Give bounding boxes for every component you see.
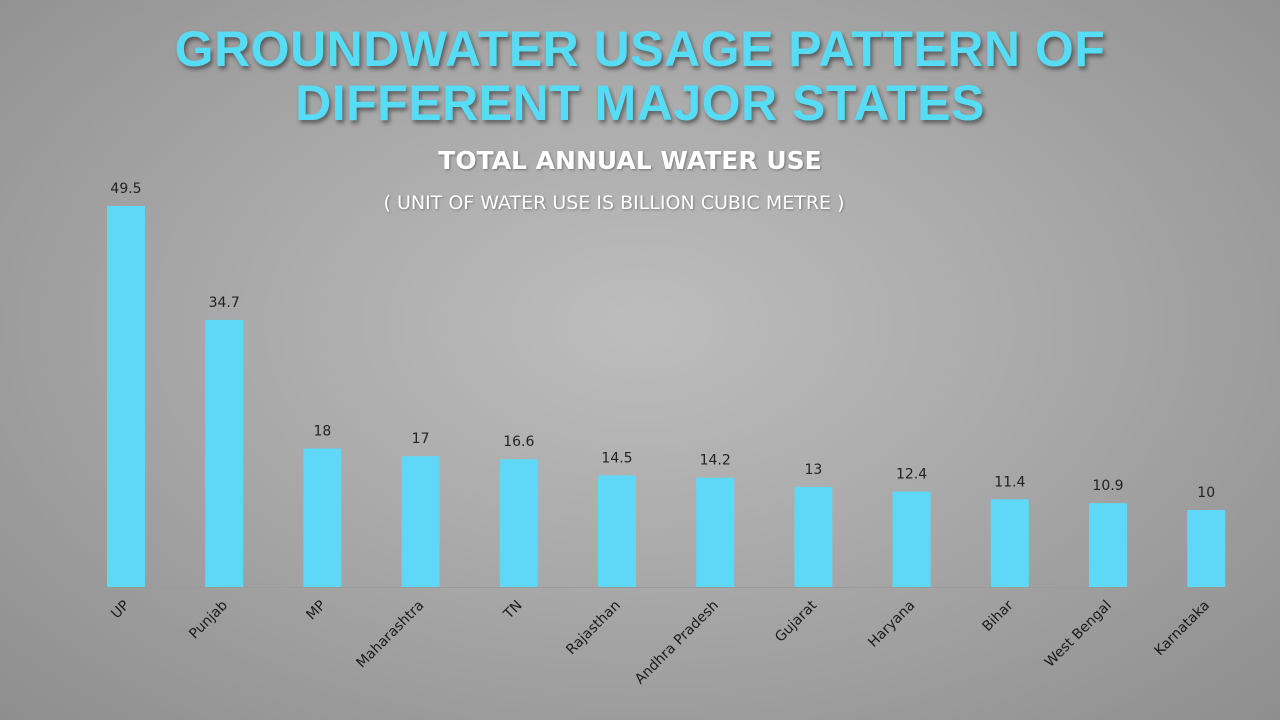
category-label-west-bengal: West Bengal xyxy=(1042,598,1115,671)
bar-tn xyxy=(499,459,538,587)
category-label-karnataka: Karnataka xyxy=(1152,598,1214,660)
chart-title-line-2: DIFFERENT MAJOR STATES xyxy=(295,75,985,131)
chart-title-line-1: GROUNDWATER USAGE PATTERN OF xyxy=(174,21,1106,77)
category-label-gujarat: Gujarat xyxy=(772,597,820,645)
category-label-rajasthan: Rajasthan xyxy=(563,598,624,659)
value-label-haryana: 12.4 xyxy=(896,467,927,483)
category-label-haryana: Haryana xyxy=(865,598,918,651)
category-label-up: UP xyxy=(108,598,133,623)
bar-gujarat xyxy=(794,486,833,587)
value-label-punjab: 34.7 xyxy=(209,295,240,311)
bar-punjab xyxy=(205,319,244,587)
category-label-punjab: Punjab xyxy=(186,597,231,642)
value-label-west-bengal: 10.9 xyxy=(1092,478,1123,494)
bar-haryana xyxy=(892,491,931,587)
bars-group xyxy=(107,206,1226,587)
category-label-maharashtra: Maharashtra xyxy=(354,598,428,672)
bar-karnataka xyxy=(1187,510,1226,587)
value-label-up: 49.5 xyxy=(110,181,141,197)
chart-title: GROUNDWATER USAGE PATTERN OF DIFFERENT M… xyxy=(0,22,1280,130)
category-labels-group: UP Punjab MP Maharashtra TN Rajasthan Andhra P… xyxy=(108,597,1213,687)
category-label-andhra-pradesh: Andhra Pradesh xyxy=(632,598,722,688)
value-label-maharashtra: 17 xyxy=(412,431,430,447)
bar-maharashtra xyxy=(401,456,440,587)
bar-west-bengal xyxy=(1089,503,1127,587)
bar-rajasthan xyxy=(598,475,636,587)
value-labels-group: 49.5 34.7 18 17 16.6 14.5 14.2 13 12.4 11.4 10.9 10 xyxy=(110,181,1215,501)
chart-subtitle: TOTAL ANNUAL WATER USE xyxy=(438,146,822,175)
category-label-mp: MP xyxy=(303,598,329,624)
bar-mp xyxy=(303,448,342,587)
value-label-rajasthan: 14.5 xyxy=(601,450,632,466)
value-label-bihar: 11.4 xyxy=(994,474,1025,490)
category-label-tn: TN xyxy=(500,598,525,623)
unit-note: ( UNIT OF WATER USE IS BILLION CUBIC MET… xyxy=(383,192,845,214)
value-label-gujarat: 13 xyxy=(804,462,822,478)
value-label-tn: 16.6 xyxy=(503,434,534,450)
bar-andhra-pradesh xyxy=(696,477,735,587)
value-label-andhra-pradesh: 14.2 xyxy=(700,453,731,469)
value-label-karnataka: 10 xyxy=(1197,485,1215,501)
bar-up xyxy=(107,206,145,587)
category-label-bihar: Bihar xyxy=(979,597,1016,634)
value-label-mp: 18 xyxy=(313,424,331,440)
bar-bihar xyxy=(990,499,1029,587)
